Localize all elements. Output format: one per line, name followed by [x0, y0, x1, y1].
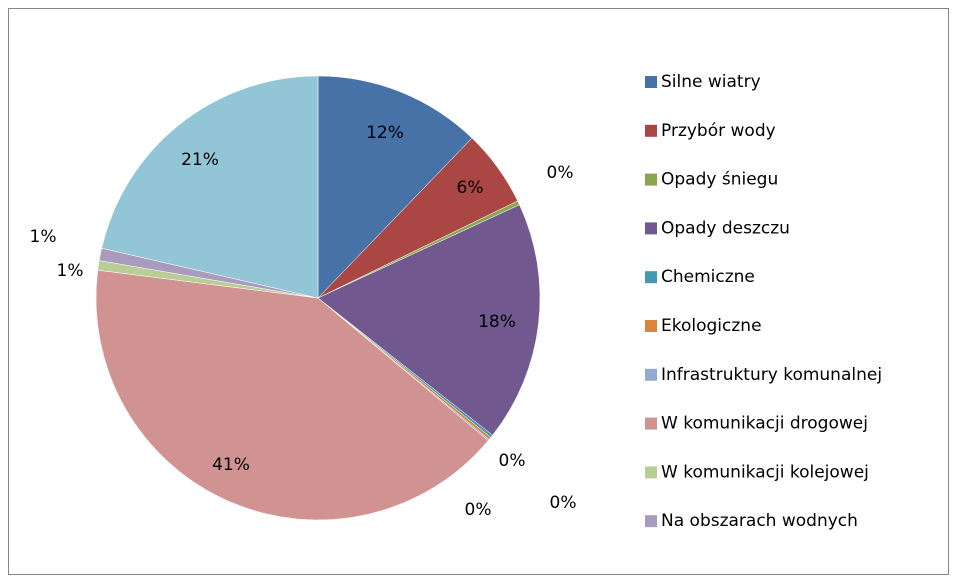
legend-swatch: [645, 173, 657, 186]
data-label: 21%: [181, 150, 219, 170]
data-label: 6%: [457, 178, 484, 198]
legend-label: W komunikacji kolejowej: [661, 462, 869, 482]
legend-label: Opady deszczu: [661, 218, 790, 238]
data-label: 41%: [212, 455, 250, 475]
legend-label: Na obszarach wodnych: [661, 511, 858, 531]
legend-swatch: [645, 76, 657, 88]
legend-swatch: [645, 320, 657, 332]
legend-label: W komunikacji drogowej: [661, 414, 868, 434]
legend-label: Przybór wody: [661, 121, 776, 141]
data-label: 0%: [465, 500, 492, 520]
data-label: 18%: [478, 312, 516, 332]
pie-slice: [95, 269, 489, 521]
legend-swatch: [645, 222, 657, 235]
legend-label: Opady śniegu: [661, 170, 778, 190]
legend-label: Infrastruktury komunalnej: [661, 365, 882, 385]
legend-swatch: [645, 466, 657, 479]
data-label: 12%: [366, 123, 404, 143]
pie-slice: [317, 204, 541, 436]
legend-swatch: [645, 417, 657, 430]
legend-swatch: [645, 368, 657, 381]
legend-swatch: [645, 271, 657, 284]
legend-label: Ekologiczne: [661, 316, 762, 336]
data-label: 1%: [30, 227, 57, 247]
data-label: 1%: [57, 261, 84, 281]
pie-slice: [317, 75, 473, 299]
data-label: 0%: [499, 451, 526, 471]
data-label: 0%: [550, 493, 577, 513]
pie-slice: [101, 75, 319, 299]
legend-label: Silne wiatry: [661, 72, 761, 92]
data-label: 0%: [547, 163, 574, 183]
legend-swatch: [645, 124, 657, 137]
legend-swatch: [645, 515, 657, 528]
legend-label: Chemiczne: [661, 267, 755, 287]
